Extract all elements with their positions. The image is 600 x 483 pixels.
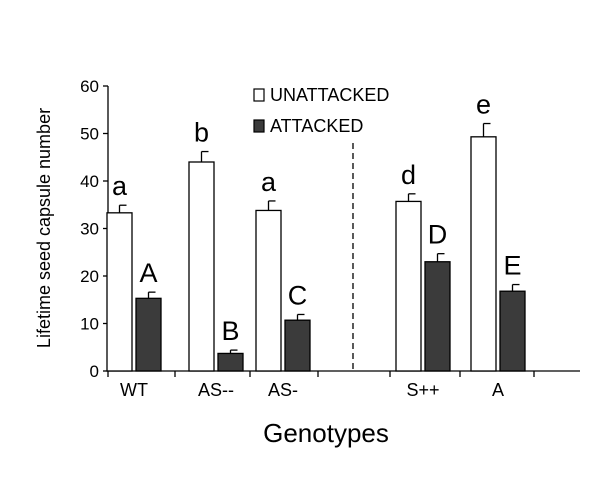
significance-letter: b [194, 118, 209, 148]
x-tick-label: S++ [406, 380, 439, 400]
x-tick-label: WT [120, 380, 148, 400]
significance-letter: d [401, 160, 416, 190]
chart-bars [106, 122, 526, 372]
y-tick-label: 40 [80, 172, 99, 191]
bar-unattacked [255, 209, 282, 372]
bar-unattacked [470, 136, 497, 372]
legend-label: UNATTACKED [270, 85, 389, 105]
bar-attacked [135, 297, 162, 372]
bar-attacked [217, 352, 244, 372]
legend-label: ATTACKED [270, 116, 363, 136]
significance-letter: D [428, 220, 448, 250]
x-tick-label: AS-- [198, 380, 234, 400]
significance-letter: A [139, 258, 157, 288]
significance-letter: E [503, 251, 521, 281]
significance-letter: e [476, 90, 491, 120]
x-tick-label: A [492, 380, 504, 400]
bar-unattacked [395, 200, 422, 372]
y-axis-title: Lifetime seed capsule number [34, 108, 54, 348]
significance-letter: a [261, 167, 277, 197]
y-tick-label: 30 [80, 220, 99, 239]
legend-swatch [253, 88, 265, 102]
y-tick-label: 20 [80, 267, 99, 286]
bar-unattacked [106, 212, 133, 372]
chart-axes: 0 10 20 30 40 50 60 [80, 77, 580, 381]
bar-attacked [499, 290, 526, 372]
significance-letter: a [112, 171, 128, 201]
y-tick-label: 50 [80, 125, 99, 144]
x-axis-title: Genotypes [263, 418, 389, 448]
significance-letter: C [288, 280, 308, 310]
y-tick-label: 60 [80, 77, 99, 96]
chart-labels: WT AS-- AS- S++ Aa b a d e A B C D E [112, 90, 522, 400]
bar-unattacked [188, 161, 215, 372]
significance-letter: B [221, 316, 239, 346]
legend-swatch [253, 119, 265, 133]
bar-attacked [424, 261, 451, 372]
bar-attacked [284, 319, 311, 372]
chart-legend: UNATTACKED ATTACKED [253, 85, 389, 136]
y-tick-label: 0 [90, 362, 99, 381]
y-tick-label: 10 [80, 315, 99, 334]
x-tick-label: AS- [268, 380, 298, 400]
